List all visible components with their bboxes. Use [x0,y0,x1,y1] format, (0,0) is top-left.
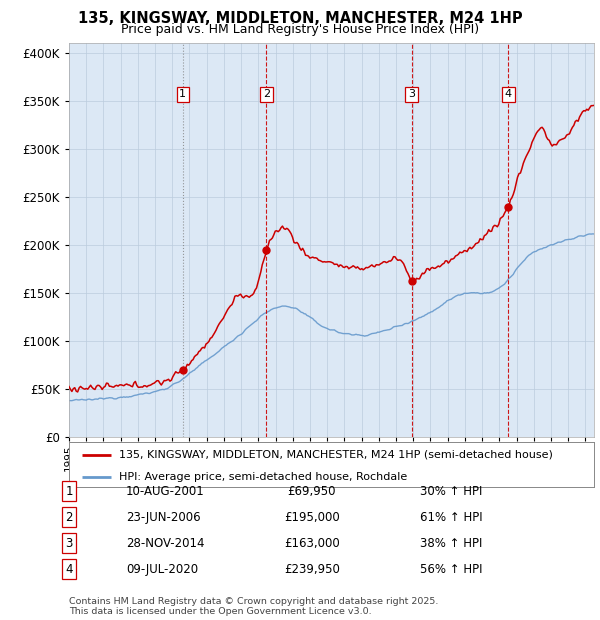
Text: 1: 1 [179,89,186,99]
Text: 23-JUN-2006: 23-JUN-2006 [126,511,200,523]
Text: 3: 3 [65,537,73,549]
Text: 61% ↑ HPI: 61% ↑ HPI [420,511,482,523]
Text: 10-AUG-2001: 10-AUG-2001 [126,485,205,497]
Text: This data is licensed under the Open Government Licence v3.0.: This data is licensed under the Open Gov… [69,608,371,616]
Text: 135, KINGSWAY, MIDDLETON, MANCHESTER, M24 1HP: 135, KINGSWAY, MIDDLETON, MANCHESTER, M2… [77,11,523,26]
Text: £239,950: £239,950 [284,563,340,575]
Text: 4: 4 [505,89,512,99]
Text: 2: 2 [65,511,73,523]
Text: £195,000: £195,000 [284,511,340,523]
Text: 2: 2 [263,89,270,99]
Text: 38% ↑ HPI: 38% ↑ HPI [420,537,482,549]
Text: Price paid vs. HM Land Registry's House Price Index (HPI): Price paid vs. HM Land Registry's House … [121,23,479,36]
Text: 135, KINGSWAY, MIDDLETON, MANCHESTER, M24 1HP (semi-detached house): 135, KINGSWAY, MIDDLETON, MANCHESTER, M2… [119,450,553,459]
Text: 30% ↑ HPI: 30% ↑ HPI [420,485,482,497]
Text: 28-NOV-2014: 28-NOV-2014 [126,537,205,549]
Text: Contains HM Land Registry data © Crown copyright and database right 2025.: Contains HM Land Registry data © Crown c… [69,597,439,606]
Text: £69,950: £69,950 [288,485,336,497]
Text: 09-JUL-2020: 09-JUL-2020 [126,563,198,575]
Text: 4: 4 [65,563,73,575]
Text: 1: 1 [65,485,73,497]
Text: HPI: Average price, semi-detached house, Rochdale: HPI: Average price, semi-detached house,… [119,472,407,482]
Text: 3: 3 [408,89,415,99]
Text: £163,000: £163,000 [284,537,340,549]
Text: 56% ↑ HPI: 56% ↑ HPI [420,563,482,575]
